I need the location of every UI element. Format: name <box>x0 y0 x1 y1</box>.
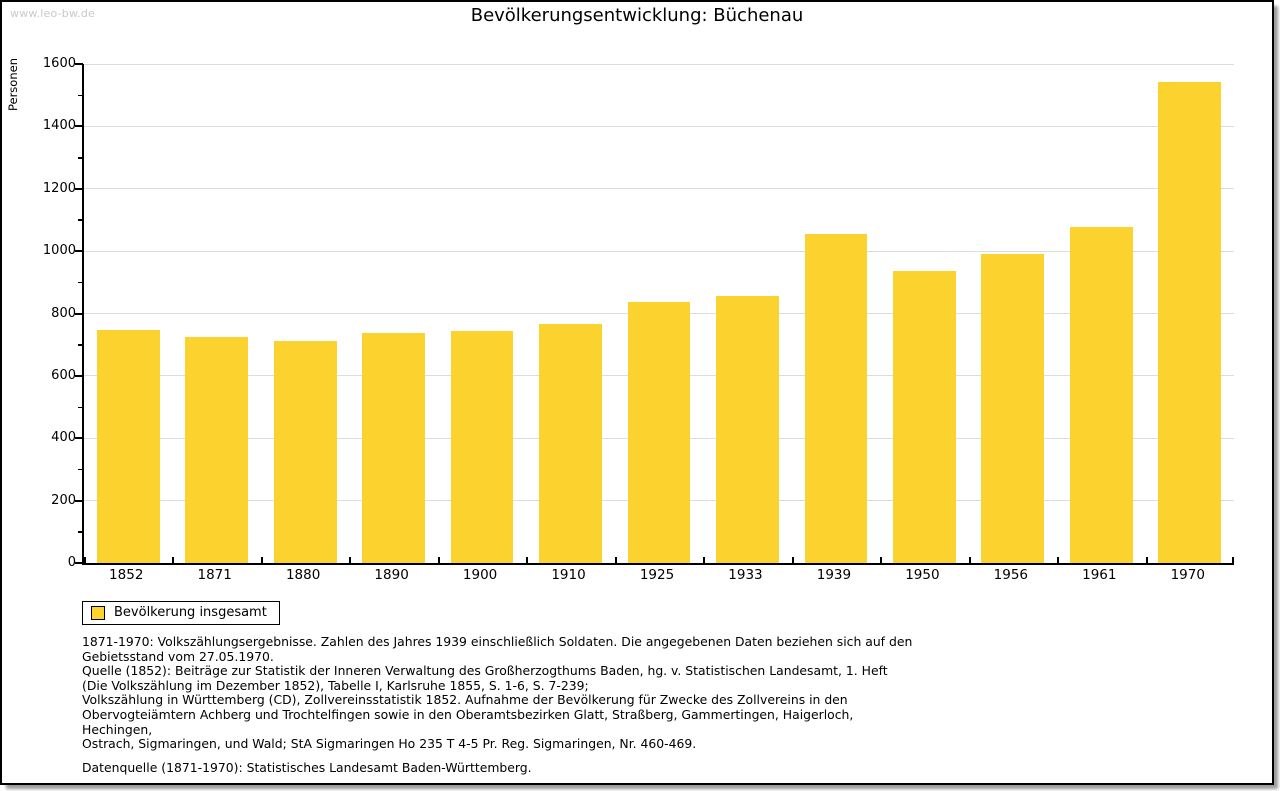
legend-box: Bevölkerung insgesamt <box>82 601 280 625</box>
x-boundary-tick-6 <box>614 557 617 563</box>
x-tick-label-1970: 1970 <box>1170 567 1205 583</box>
x-axis-labels: 1852 1871 1880 1890 1900 1910 1925 1933 1939 1950… <box>82 567 1232 585</box>
x-boundary-tick-8 <box>791 557 794 563</box>
y-minor-tick-1500 <box>78 94 83 97</box>
bar-1852 <box>96 330 160 563</box>
y-tick-label-200: 200 <box>51 492 76 508</box>
x-boundary-tick-12 <box>1145 557 1148 563</box>
source-note-line: Ostrach, Sigmaringen, und Wald; StA Sigm… <box>82 736 697 752</box>
y-tick-label-400: 400 <box>51 430 76 446</box>
y-tick-label-1000: 1000 <box>42 243 76 259</box>
x-boundary-tick-9 <box>880 557 883 563</box>
source-note-line: Obervogteiämtern Achberg und Trochtelfin… <box>82 706 854 737</box>
x-tick-label-1910: 1910 <box>551 567 586 583</box>
bar-1910 <box>539 324 602 563</box>
y-tick-1600 <box>75 63 83 65</box>
y-minor-tick-1300 <box>78 157 83 159</box>
y-tick-200 <box>75 499 83 502</box>
bar-1961 <box>1069 226 1133 563</box>
y-minor-tick-500 <box>78 406 83 409</box>
bar-1925 <box>627 301 691 563</box>
y-axis-title: Personen <box>6 58 20 178</box>
x-boundary-tick-0 <box>84 557 86 563</box>
x-boundary-tick-5 <box>526 557 529 563</box>
x-tick-label-1880: 1880 <box>285 567 321 583</box>
y-minor-tick-700 <box>78 344 83 346</box>
x-tick-label-1961: 1961 <box>1082 567 1117 583</box>
source-notes-lines: 1871-1970: Volkszählungsergebnisse. Zahl… <box>82 634 922 752</box>
x-boundary-tick-1 <box>172 557 175 563</box>
gridline-1400 <box>84 125 1234 127</box>
y-minor-tick-300 <box>78 468 83 471</box>
bar-1970 <box>1158 82 1222 563</box>
y-tick-0 <box>75 562 83 564</box>
source-note-line: (Die Volkszählung im Dezember 1852), Tab… <box>82 677 589 693</box>
bar-1950 <box>892 271 956 563</box>
source-note-line: Volkszählung in Württemberg (CD), Zollve… <box>82 692 848 708</box>
y-tick-label-0: 0 <box>67 555 76 570</box>
datasource-line: Datenquelle (1871-1970): Statistisches L… <box>82 759 532 775</box>
bar-1890 <box>362 333 425 563</box>
y-tick-800 <box>75 312 83 315</box>
page-title: Bevölkerungsentwicklung: Büchenau <box>470 5 804 26</box>
y-tick-label-1600: 1600 <box>42 56 76 71</box>
x-boundary-tick-13 <box>1232 557 1234 563</box>
plot-area: 0 200 400 600 800 1000 1200 1400 1600 <box>43 57 1234 570</box>
y-axis-title-text: Personen <box>6 58 20 112</box>
source-note-line: Gebietsstand vom 27.05.1970. <box>82 648 274 664</box>
x-tick-label-1950: 1950 <box>905 567 940 583</box>
x-tick-label-1900: 1900 <box>462 567 498 583</box>
y-tick-label-800: 800 <box>51 305 76 321</box>
gridline-1200 <box>84 188 1234 190</box>
y-tick-label-1400: 1400 <box>42 118 76 134</box>
y-tick-label-1200: 1200 <box>42 180 76 196</box>
x-tick-label-1933: 1933 <box>728 567 763 583</box>
x-tick-label-1871: 1871 <box>197 567 232 583</box>
bar-1900 <box>450 331 514 563</box>
bar-1880 <box>273 340 337 563</box>
source-notes: 1871-1970: Volkszählungsergebnisse. Zahl… <box>82 634 922 775</box>
x-tick-label-1890: 1890 <box>374 567 409 583</box>
x-boundary-tick-10 <box>968 557 971 563</box>
x-tick-label-1852: 1852 <box>109 567 144 583</box>
gridline-1000 <box>84 250 1234 252</box>
x-boundary-tick-2 <box>260 557 263 563</box>
x-boundary-tick-4 <box>437 557 440 563</box>
x-tick-label-1956: 1956 <box>993 567 1029 583</box>
x-boundary-tick-11 <box>1057 557 1060 563</box>
y-minor-tick-1100 <box>78 219 83 221</box>
gridline-1600 <box>84 63 1234 65</box>
y-tick-1400 <box>75 125 83 128</box>
bar-1871 <box>185 337 249 563</box>
bar-1939 <box>804 233 868 563</box>
bar-1956 <box>981 254 1045 563</box>
x-boundary-tick-3 <box>349 557 352 563</box>
y-minor-tick-900 <box>78 281 83 284</box>
x-tick-label-1939: 1939 <box>816 567 852 583</box>
y-tick-label-600: 600 <box>51 367 76 383</box>
y-tick-400 <box>75 437 83 440</box>
bar-1933 <box>716 296 779 563</box>
source-note-line: Quelle (1852): Beiträge zur Statistik de… <box>82 663 888 679</box>
x-tick-label-1925: 1925 <box>639 567 675 583</box>
legend-label: Bevölkerung insgesamt <box>114 605 267 620</box>
y-tick-600 <box>75 374 83 377</box>
y-minor-tick-100 <box>78 531 83 533</box>
x-boundary-tick-7 <box>703 557 706 563</box>
y-tick-1000 <box>75 250 83 253</box>
y-tick-1200 <box>75 187 83 190</box>
source-note-line: 1871-1970: Volkszählungsergebnisse. Zahl… <box>82 634 913 649</box>
legend-swatch-icon <box>91 605 105 620</box>
watermark: www.leo-bw.de <box>10 7 96 20</box>
